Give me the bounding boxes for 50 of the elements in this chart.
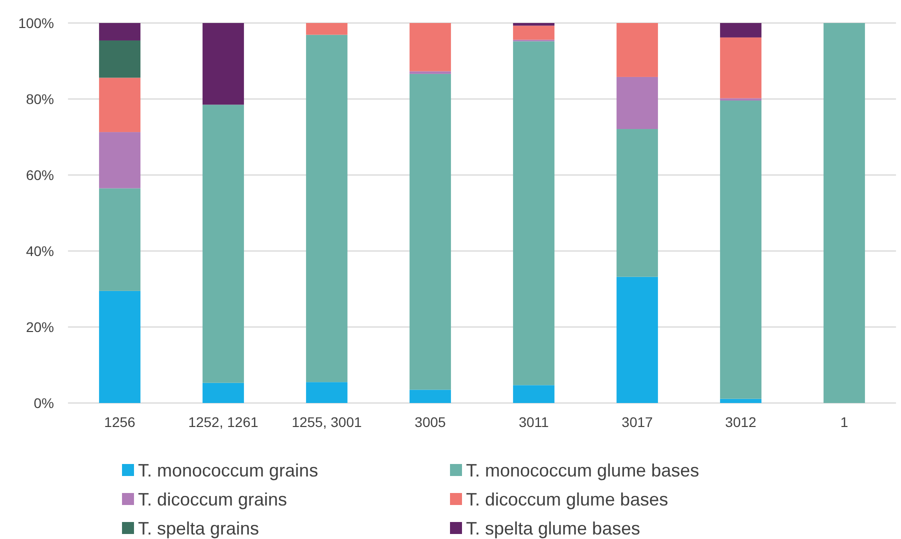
bar: [410, 71, 451, 74]
y-tick-label: 80%: [26, 90, 54, 107]
bar: [410, 74, 451, 390]
legend-label: T. dicoccum glume bases: [466, 489, 668, 510]
y-tick-label: 0%: [34, 394, 54, 411]
bar: [720, 100, 762, 399]
x-tick-label: 3017: [622, 414, 654, 430]
legend-label: T. monococcum grains: [138, 460, 318, 480]
bar: [99, 188, 140, 291]
x-tick-label: 3011: [518, 414, 550, 430]
bar: [513, 26, 554, 40]
legend-label: T. spelta grains: [138, 518, 260, 538]
bar: [306, 23, 348, 35]
x-tick-label: 1256: [104, 414, 136, 430]
bar: [720, 37, 762, 98]
y-tick-label: 40%: [26, 242, 54, 259]
bar: [306, 382, 348, 403]
bar: [306, 34, 348, 382]
bar: [513, 41, 554, 386]
bar: [202, 382, 244, 403]
bar: [410, 390, 451, 403]
bar: [99, 23, 140, 40]
x-tick-label: 1: [840, 414, 848, 430]
bar: [616, 76, 658, 130]
legend-label: T. dicoccum grains: [138, 489, 288, 510]
y-tick-label: 20%: [26, 318, 54, 335]
x-tick-label: 3012: [725, 414, 757, 430]
bar: [99, 78, 140, 132]
y-tick-label: 60%: [26, 166, 54, 183]
bar: [616, 276, 658, 403]
bar: [99, 132, 140, 188]
bar: [720, 23, 762, 38]
legend-label: T. spelta glume bases: [466, 518, 640, 538]
x-tick-label: 3005: [414, 414, 446, 430]
x-tick-label: 1252, 1261: [188, 414, 258, 430]
bar: [616, 129, 658, 277]
bar: [513, 385, 554, 403]
bar: [513, 23, 554, 26]
bar: [99, 40, 140, 78]
bar: [202, 104, 244, 383]
y-tick-label: 100%: [18, 14, 54, 31]
legend-label: T. monococcum glume bases: [466, 460, 700, 480]
x-tick-label: 1255, 3001: [292, 414, 362, 430]
bar: [720, 398, 762, 403]
bar: [720, 98, 762, 101]
bar: [616, 23, 658, 77]
bar: [99, 290, 140, 403]
bar: [202, 23, 244, 105]
bar: [410, 23, 451, 72]
bar: [824, 23, 865, 403]
